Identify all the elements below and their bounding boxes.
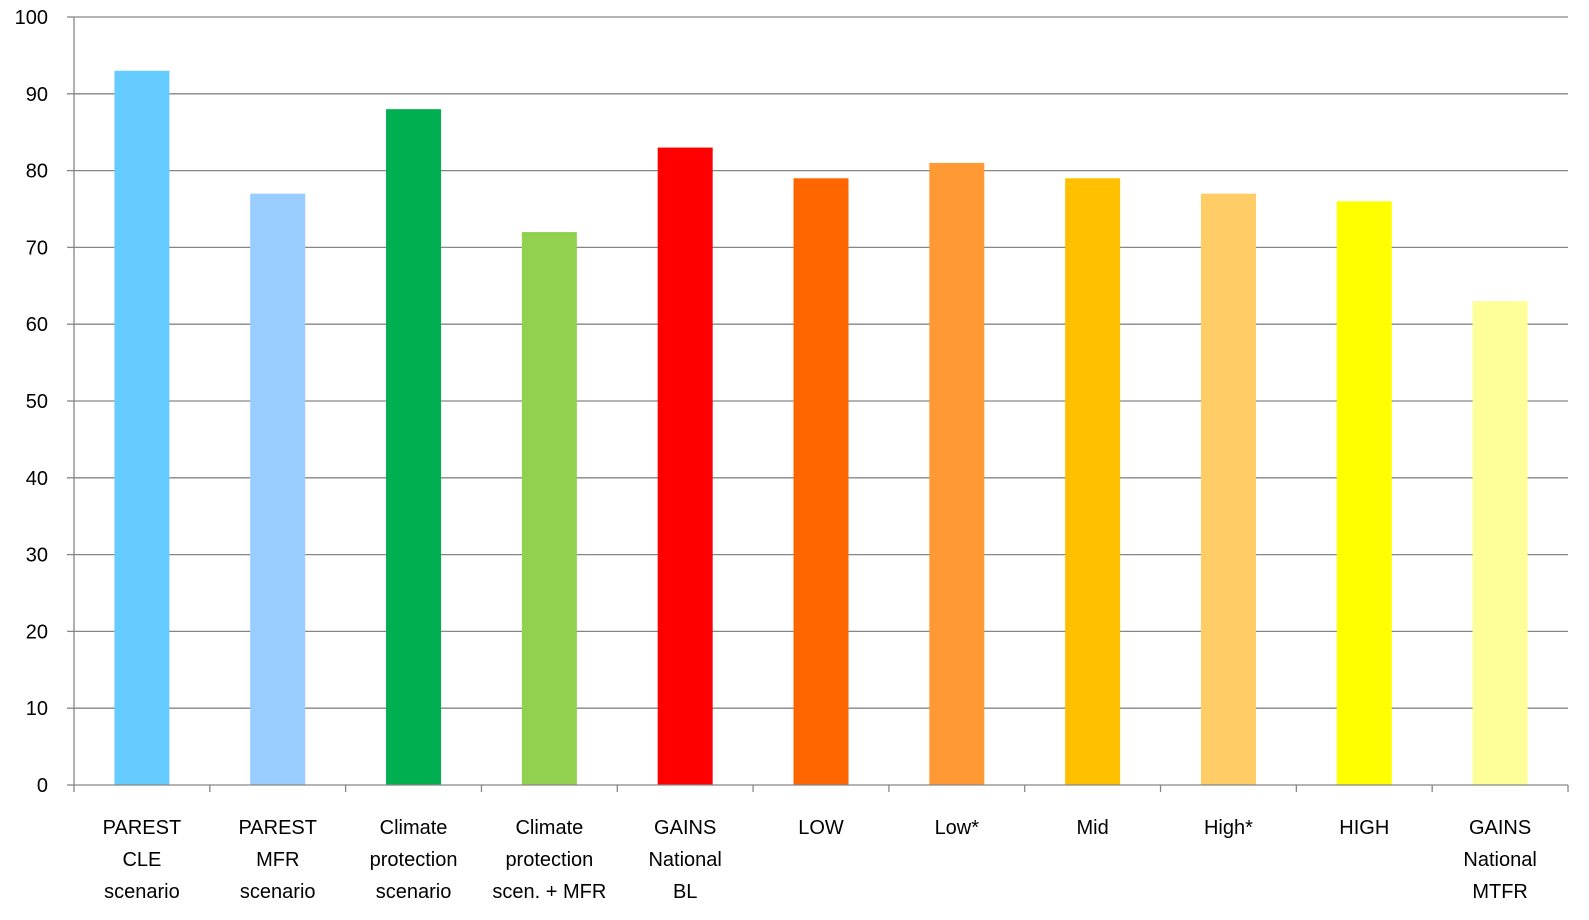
x-tick-label-line: National (648, 849, 721, 871)
x-tick-label-line: HIGH (1339, 817, 1389, 839)
x-tick-label-line: National (1463, 849, 1536, 871)
x-tick-label-line: scenario (104, 881, 180, 903)
bar-3 (386, 109, 441, 785)
y-tick-label: 100 (15, 7, 48, 29)
x-tick-label-line: scen. + MFR (492, 881, 606, 903)
y-tick-label: 0 (37, 775, 48, 797)
bar-9 (1201, 194, 1256, 785)
bar-2 (250, 194, 305, 785)
x-tick-label: GAINS National BL (648, 817, 721, 903)
x-tick-label-line: Climate (515, 817, 583, 839)
x-tick-label: GAINS National MTFR (1463, 817, 1536, 903)
x-tick-label-line: protection (505, 849, 593, 871)
x-tick-label-line: scenario (240, 881, 316, 903)
x-tick-label: Low* (935, 817, 980, 839)
bar-4 (522, 232, 577, 785)
x-tick-label-line: PAREST (103, 817, 182, 839)
x-tick-label-line: PAREST (238, 817, 317, 839)
x-tick-label: High* (1204, 817, 1253, 839)
x-tick-label-line: GAINS (1469, 817, 1531, 839)
x-tick-label: PAREST CLE scenario (103, 817, 182, 903)
bar-5 (658, 148, 713, 785)
x-tick-label-line: Low* (935, 817, 980, 839)
bar-1 (114, 71, 169, 785)
y-tick-label: 20 (26, 621, 48, 643)
x-tick-label-line: MTFR (1472, 881, 1528, 903)
x-tick-label-line: BL (673, 881, 697, 903)
y-tick-label: 10 (26, 698, 48, 720)
x-tick-label-line: Climate (380, 817, 448, 839)
y-tick-label: 50 (26, 391, 48, 413)
y-tick-label: 40 (26, 468, 48, 490)
x-tick-label-line: protection (370, 849, 458, 871)
y-tick-label: 70 (26, 237, 48, 259)
x-tick-label: HIGH (1339, 817, 1389, 839)
x-tick-label-line: MFR (256, 849, 299, 871)
x-tick-label: Mid (1077, 817, 1109, 839)
x-tick-label-line: LOW (798, 817, 844, 839)
x-tick-label-line: scenario (376, 881, 452, 903)
y-tick-label: 60 (26, 314, 48, 336)
x-tick-label: Climate protection scenario (370, 817, 458, 903)
x-tick-label-line: High* (1204, 817, 1253, 839)
y-tick-label: 30 (26, 545, 48, 567)
bars (114, 71, 1527, 785)
x-tick-label-line: Mid (1077, 817, 1109, 839)
bar-11 (1473, 301, 1528, 785)
y-tick-label: 90 (26, 84, 48, 106)
bar-6 (794, 178, 849, 785)
x-tick-label: LOW (798, 817, 844, 839)
x-tick-label: PAREST MFR scenario (238, 817, 317, 903)
y-tick-labels: 0 10 20 30 40 50 60 70 80 90 100 (15, 7, 48, 797)
x-tick-label-line: CLE (122, 849, 161, 871)
x-tick-label-line: GAINS (654, 817, 716, 839)
x-tick-label: Climate protection scen. + MFR (492, 817, 606, 903)
bar-10 (1337, 201, 1392, 785)
bar-8 (1065, 178, 1120, 785)
bar-7 (929, 163, 984, 785)
y-tick-label: 80 (26, 161, 48, 183)
